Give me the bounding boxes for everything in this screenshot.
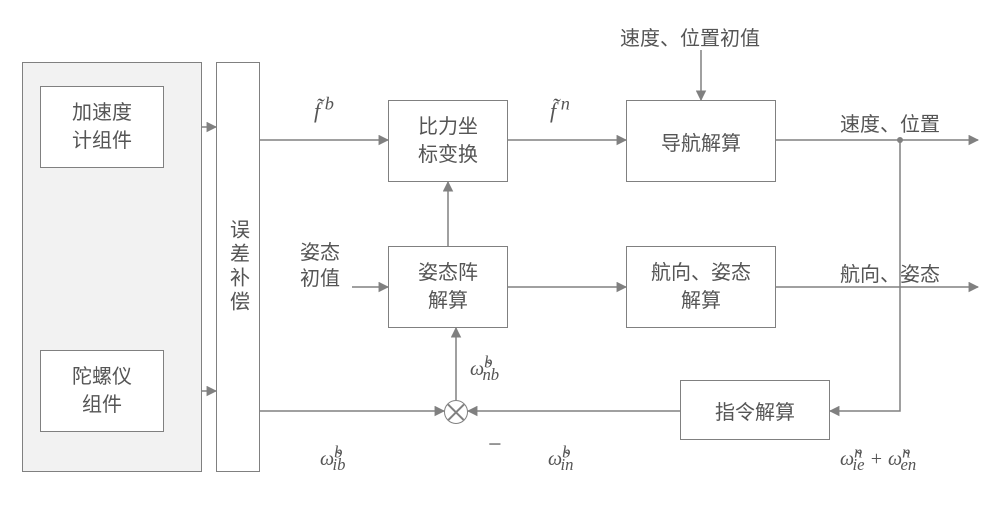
command-solve-label: 指令解算 (715, 396, 795, 425)
force-transform-label: 比力坐 标变换 (418, 113, 478, 169)
nav-solve-label: 导航解算 (661, 127, 741, 156)
f-b-label: f̃ b (314, 94, 334, 124)
w-ie-en-label: ω̃nie + ω̃nen (840, 442, 916, 475)
top-init-label: 速度、位置初值 (620, 22, 760, 51)
attitude-init-label: 姿态 初值 (300, 240, 340, 292)
force-transform-box: 比力坐 标变换 (388, 100, 508, 182)
minus-label: − (488, 432, 502, 459)
w-ib-b-label: ω̃bib (320, 442, 345, 475)
w-in-b-label: ω̃bin (548, 442, 573, 475)
accelerometer-box: 加速度 计组件 (40, 86, 164, 168)
attitude-solve-label: 姿态阵 解算 (418, 259, 478, 315)
error-comp-box: 误差补偿 (216, 62, 260, 472)
out-heading-label: 航向、姿态 (840, 258, 940, 287)
w-nb-b-math: ω̃bnb (470, 358, 499, 380)
out-speed-pos-label: 速度、位置 (840, 108, 940, 137)
f-n-label: f̃ n (550, 94, 570, 124)
f-n-math: f̃ n (550, 98, 570, 123)
mixer-node (444, 400, 468, 424)
error-comp-label: 误差补偿 (224, 219, 253, 315)
attitude-solve-box: 姿态阵 解算 (388, 246, 508, 328)
w-ie-en-math: ω̃nie + ω̃nen (840, 448, 916, 470)
w-nb-b-label: ω̃bnb (470, 352, 499, 385)
w-in-b-math: ω̃bin (548, 448, 573, 470)
gyro-box: 陀螺仪 组件 (40, 350, 164, 432)
accelerometer-label: 加速度 计组件 (72, 99, 132, 155)
w-ib-b-math: ω̃bib (320, 448, 345, 470)
heading-solve-box: 航向、姿态 解算 (626, 246, 776, 328)
f-b-math: f̃ b (314, 98, 334, 123)
heading-solve-label: 航向、姿态 解算 (651, 259, 751, 315)
command-solve-box: 指令解算 (680, 380, 830, 440)
nav-solve-box: 导航解算 (626, 100, 776, 182)
gyro-label: 陀螺仪 组件 (72, 363, 132, 419)
